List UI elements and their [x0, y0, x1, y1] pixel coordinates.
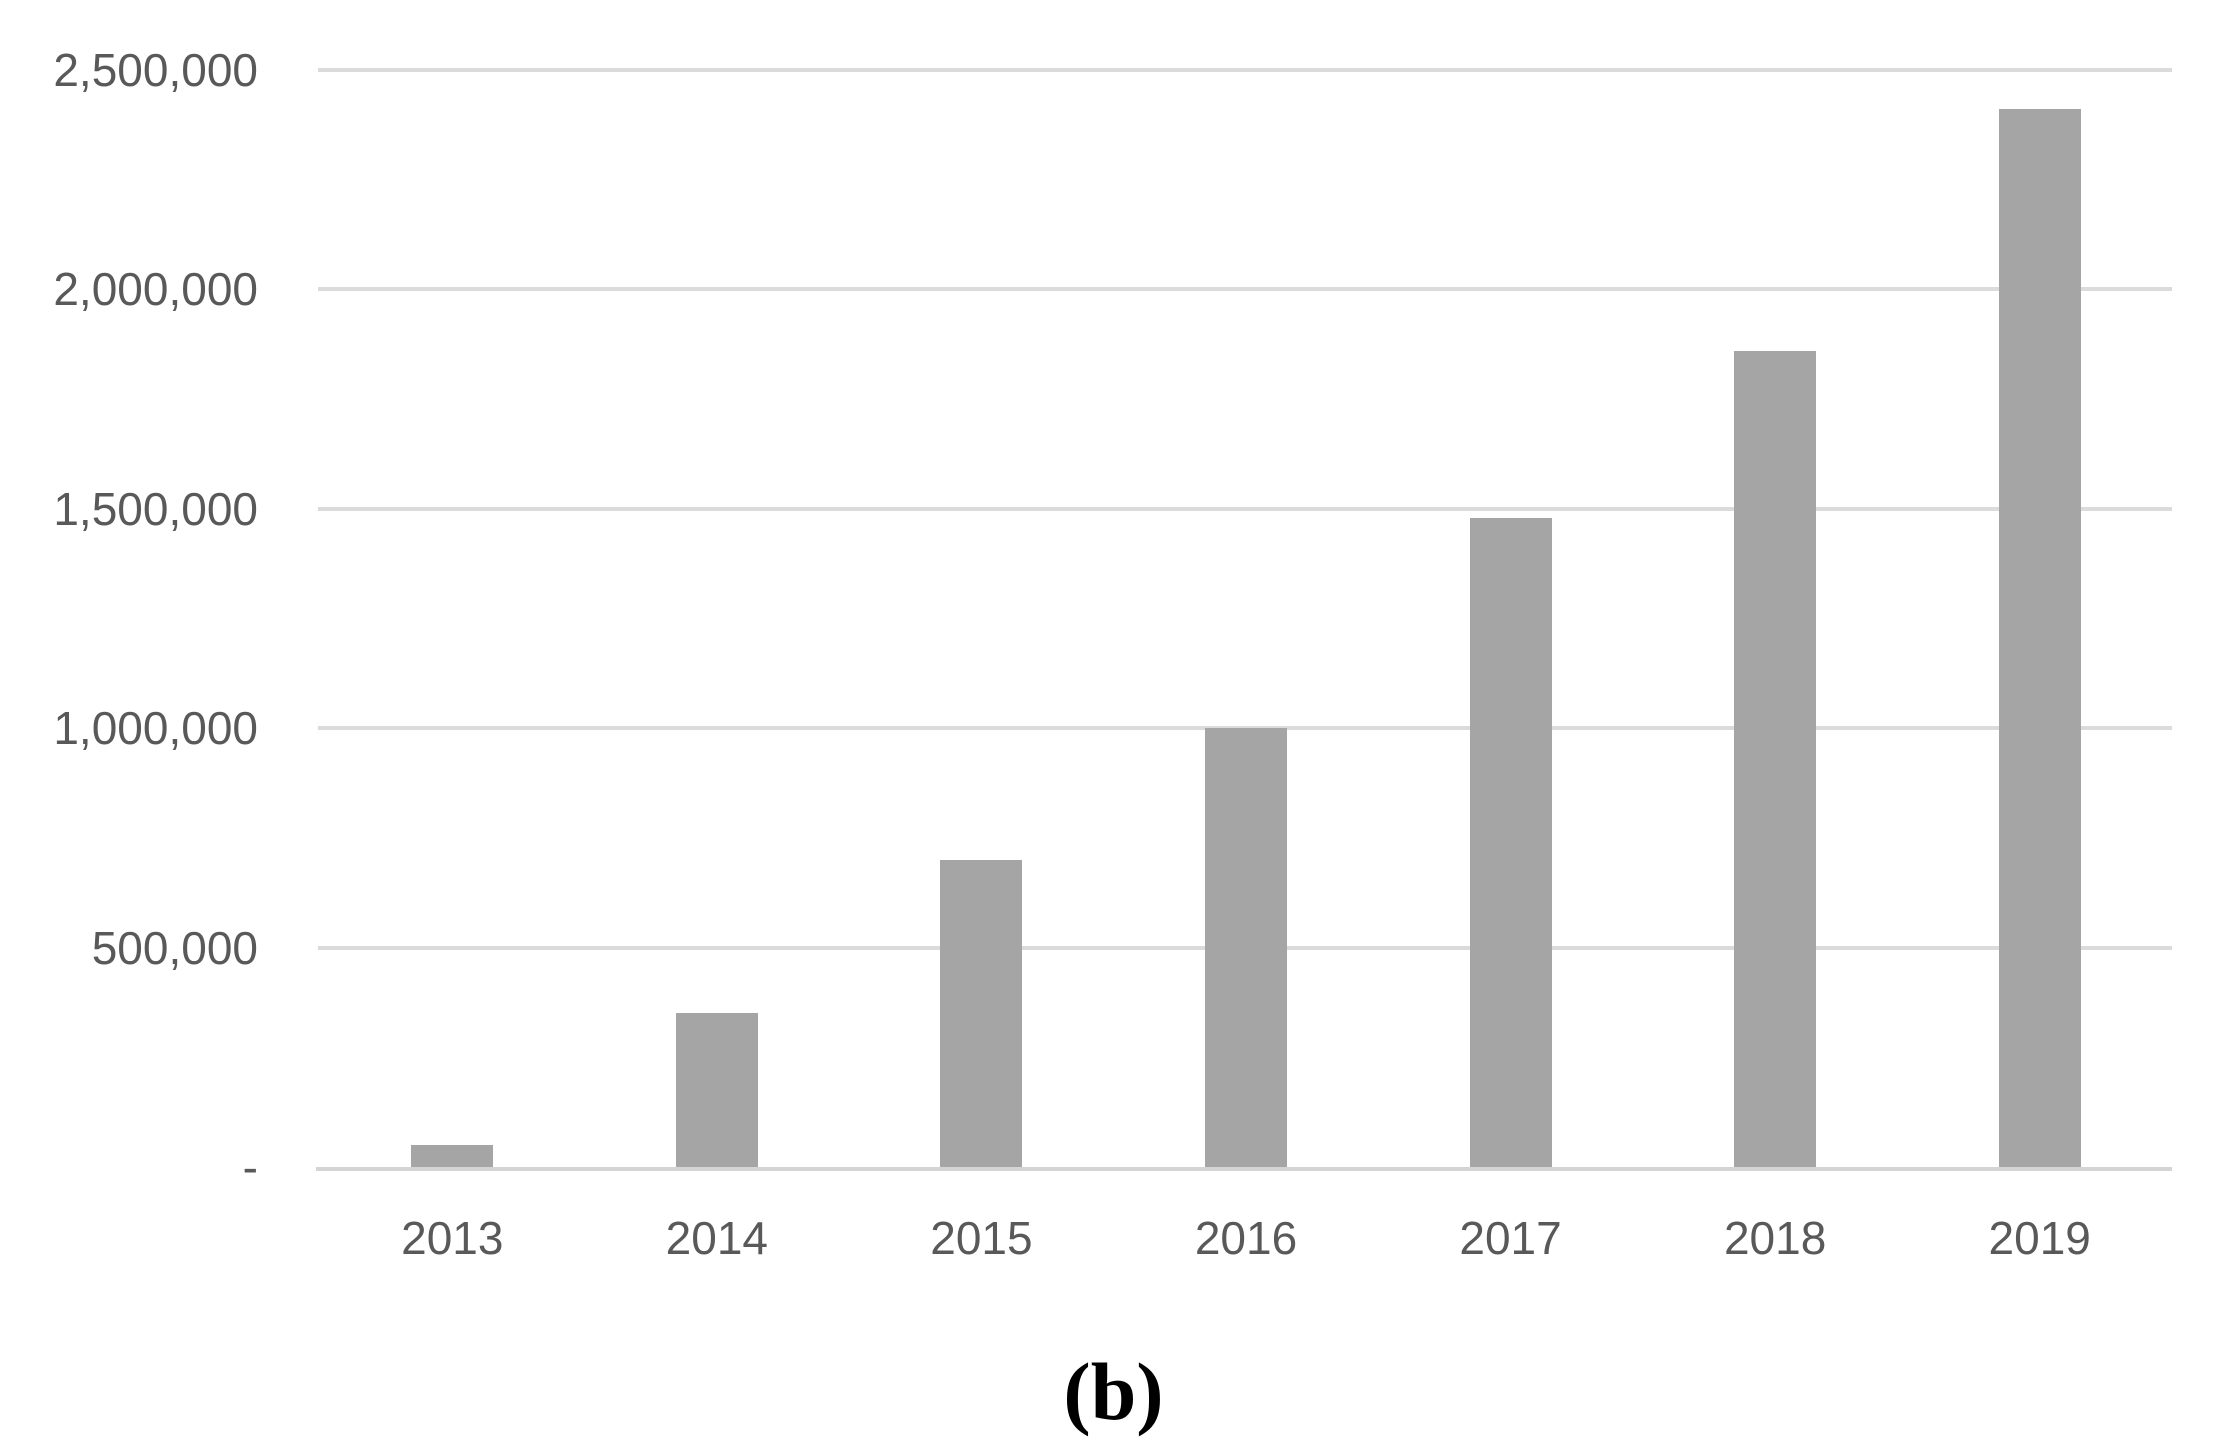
- y-tick-label: 2,500,000: [53, 44, 258, 96]
- y-tick-label: 2,000,000: [53, 263, 258, 316]
- gridline: [318, 287, 2172, 292]
- bar-2013: [411, 1145, 494, 1167]
- figure-caption: (b): [1063, 1346, 1164, 1437]
- x-tick-label: 2013: [401, 1212, 504, 1264]
- x-tick-label: 2016: [1194, 1212, 1298, 1264]
- bar-2018: [1734, 350, 1817, 1167]
- y-tick-label: 1,000,000: [53, 702, 258, 755]
- bar-2014: [675, 1013, 758, 1167]
- y-tick-label: 1,500,000: [53, 482, 258, 535]
- x-tick-label: 2019: [1988, 1212, 2091, 1264]
- x-axis-line: [316, 1167, 2172, 1171]
- x-tick-label: 2014: [665, 1212, 769, 1264]
- bar-2016: [1205, 728, 1287, 1167]
- y-tick-label: 500,000: [91, 921, 258, 974]
- x-tick-label: 2015: [930, 1212, 1033, 1264]
- bar-2019: [1998, 109, 2081, 1167]
- x-tick-label: 2018: [1723, 1212, 1827, 1264]
- bar-chart: 2,500,000 2,000,000 1,500,000 1,000,000 500,…: [53, 44, 2172, 1264]
- bar-2015: [940, 859, 1023, 1167]
- gridline: [318, 506, 2172, 511]
- x-tick-label: 2017: [1459, 1212, 1562, 1264]
- bar-2017: [1469, 517, 1552, 1167]
- gridline: [318, 68, 2172, 72]
- y-tick-label: -: [242, 1141, 258, 1193]
